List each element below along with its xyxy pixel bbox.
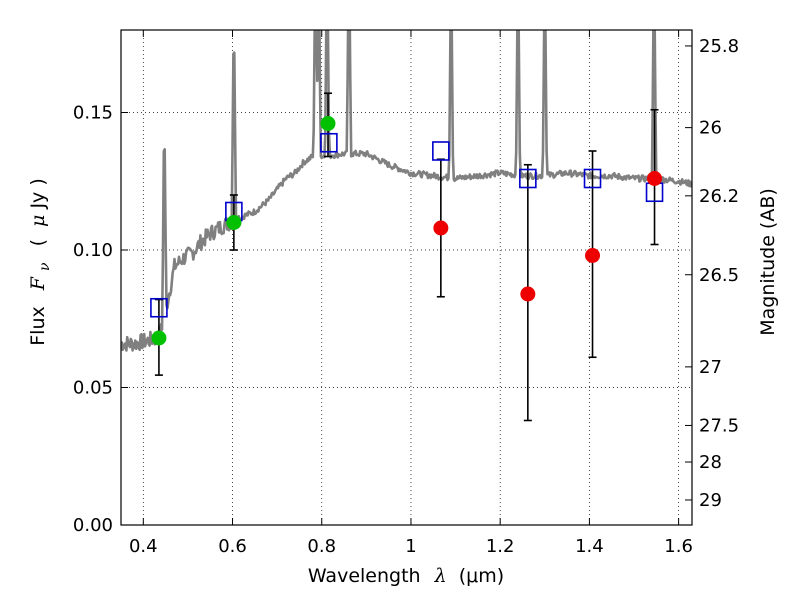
right-y-tick-label: 29: [699, 490, 722, 511]
x-tick-label: 0.8: [307, 536, 336, 557]
y-tick-label: 0.05: [73, 378, 113, 399]
y-tick-label: 0.00: [73, 515, 113, 536]
right-y-tick-label: 27.5: [699, 415, 739, 436]
axis-ticks: 0.4 0.6 0.8 1 1.2 1.4 1.6 0.00 0.05 0.10 0.15 25.8 2…: [73, 30, 739, 557]
observed-point: [433, 220, 449, 236]
y-axis-label-text: Flux: [27, 306, 49, 346]
x-axis-label-text: Wavelength: [308, 565, 421, 587]
x-tick-label: 0.6: [218, 536, 247, 557]
x-axis-label-symbol: λ: [434, 565, 447, 587]
observed-point: [585, 248, 601, 263]
x-axis-label: Wavelength λ (μm): [308, 565, 504, 587]
right-y-tick-label: 28: [699, 452, 722, 473]
x-tick-label: 1: [405, 536, 416, 557]
plot-frame: [120, 29, 693, 526]
model-box-marker: [583, 168, 602, 189]
right-y-tick-label: 26.2: [699, 186, 739, 207]
y-axis-label-subscript: ν: [37, 262, 53, 271]
x-tick-label: 1.4: [575, 536, 604, 557]
y-axis-label-unit-rest: Jy ): [27, 178, 49, 209]
grid: [121, 30, 692, 526]
x-tick-label: 1.6: [664, 536, 693, 557]
x-tick-label: 1.2: [486, 536, 515, 557]
right-y-tick-label: 26.5: [699, 265, 739, 286]
y-tick-label: 0.15: [73, 103, 113, 124]
observed-point: [151, 330, 167, 346]
right-y-tick-label: 26: [699, 118, 722, 139]
observed-point: [226, 215, 242, 230]
y-tick-label: 0.10: [73, 240, 113, 261]
model-box-marker: [519, 168, 537, 189]
model-box-marker: [320, 132, 338, 153]
x-tick-label: 0.4: [129, 536, 158, 557]
model-box-marker: [150, 297, 168, 318]
spectrum-line: [121, 30, 692, 352]
y-axis-label: Flux F ν ( μ Jy ): [27, 178, 54, 346]
observed-point: [647, 171, 663, 186]
model-box-marker: [432, 141, 450, 161]
y-axis-label-unit-open: (: [27, 239, 49, 246]
observed-point: [520, 286, 536, 302]
model-photometry-boxes: [150, 132, 664, 318]
observed-point: [320, 116, 336, 131]
right-y-tick-label: 25.8: [699, 36, 739, 57]
y-axis-label-symbol: F: [27, 276, 49, 291]
x-axis-label-unit: (μm): [459, 565, 504, 587]
observed-flux-points: [151, 116, 663, 346]
right-axis-label: Magnitude (AB): [757, 188, 779, 336]
y-axis-label-unit-mu: μ: [27, 215, 49, 227]
model-spectrum: [121, 30, 692, 352]
right-y-tick-label: 27: [699, 357, 722, 378]
